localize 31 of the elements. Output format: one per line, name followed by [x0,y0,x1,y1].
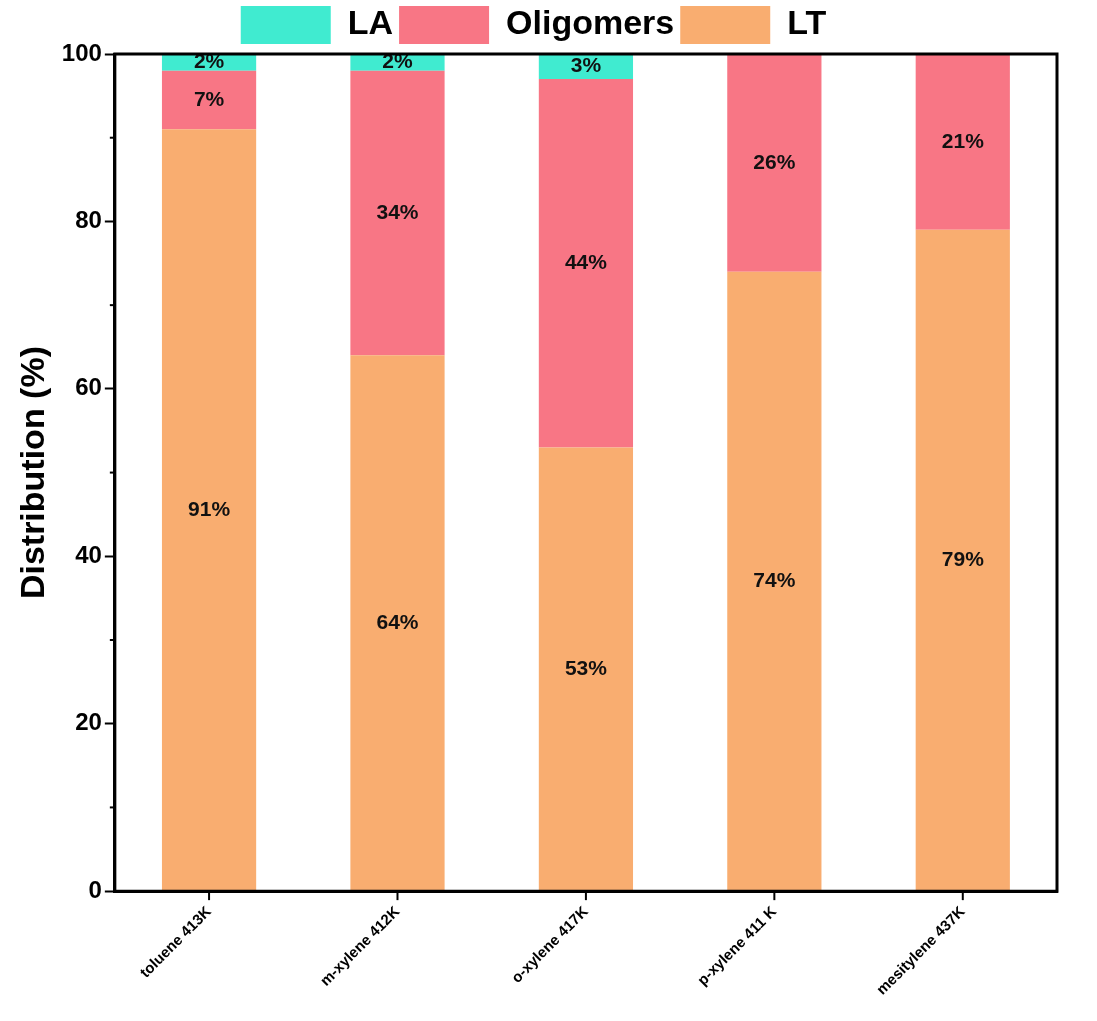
y-tick-label: 40 [75,540,102,568]
data-label: 79% [941,547,985,571]
bar [350,70,445,356]
data-label: 26% [753,149,796,173]
bar [350,355,445,891]
bar [161,129,257,891]
data-label: 21% [941,128,985,152]
bar [727,54,822,272]
data-label: 3% [570,53,602,77]
bar [727,271,822,891]
data-label: 91% [188,496,231,520]
bar [161,70,257,130]
legend-label: LA [347,3,394,42]
data-label: 44% [564,250,608,274]
y-tick-label: 100 [61,38,102,66]
y-axis-title: Distribution (%) [12,346,51,600]
y-tick-label: 20 [75,708,102,736]
bar [538,447,634,891]
data-label: 7% [193,86,225,110]
data-label: 64% [376,609,419,633]
bar [915,229,1010,891]
data-label: 34% [376,199,419,223]
y-tick-label: 80 [75,206,102,234]
data-label: 53% [564,655,608,679]
y-tick-label: 60 [75,373,102,401]
y-tick-label: 0 [88,875,102,903]
legend-label: Oligomers [506,3,675,42]
legend-label: LT [787,3,827,42]
bar [538,79,634,448]
bar [915,54,1010,230]
data-label: 74% [753,567,796,591]
